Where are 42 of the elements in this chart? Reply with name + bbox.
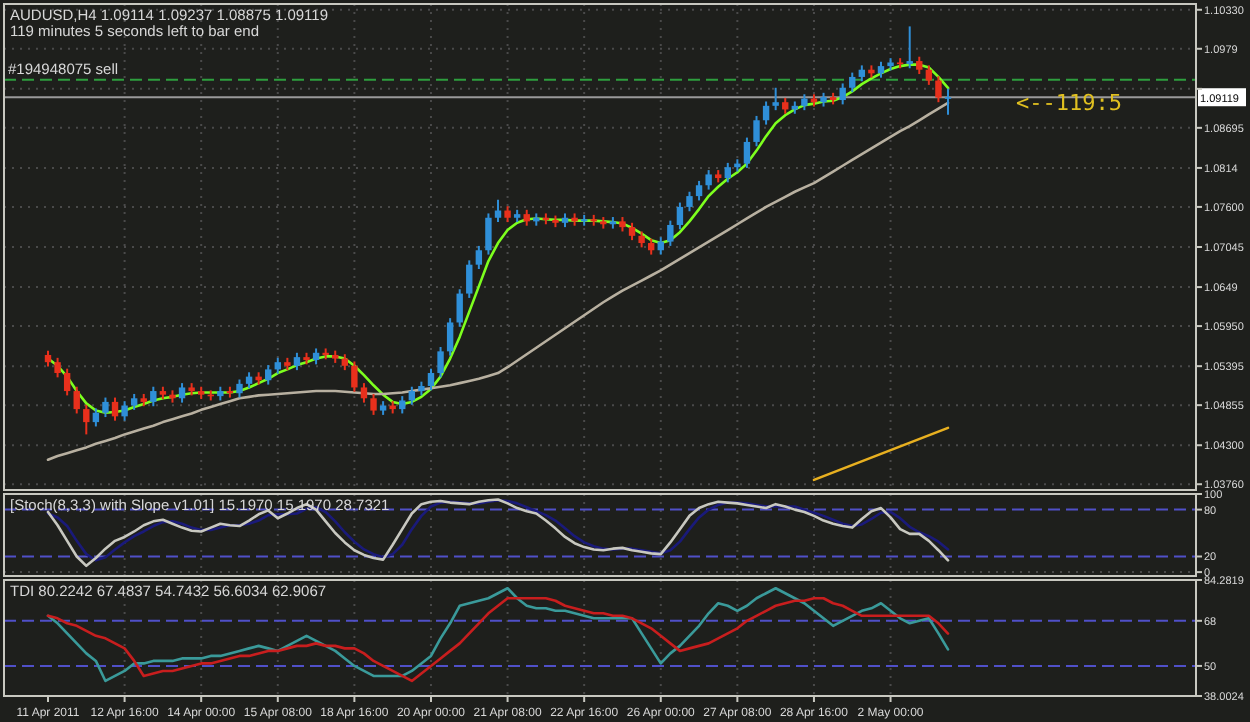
candlestick [667,219,674,247]
candlestick [762,100,770,126]
candlestick [370,392,377,416]
candlestick [408,385,416,406]
line-series [46,101,950,461]
candlestick [944,87,952,116]
candlestick [724,161,731,184]
candlestick [178,382,186,404]
candlestick [427,367,435,392]
candlestick [743,136,751,169]
candlestick [236,378,243,399]
candlestick [83,403,90,436]
candlestick [839,82,846,106]
candlestick [686,190,693,213]
candlestick [456,288,463,328]
candlestick [849,71,856,94]
candlestick [676,201,684,231]
candlestick [73,385,80,415]
candlestick [753,114,760,148]
candlestick [150,385,157,408]
candlestick [92,407,100,428]
candlestick [102,396,109,419]
candlestick [437,346,444,379]
candlestick [475,244,483,271]
candlestick [494,198,502,224]
candlestick [360,382,368,404]
candlestick [446,317,454,357]
candlestick [111,396,119,422]
candlestick [705,169,712,191]
candlestick [935,75,942,104]
candlestick [63,367,71,397]
candlestick [772,86,779,112]
candlestick [925,64,933,86]
candlestick [265,364,272,386]
candlestick [695,179,703,202]
annotation: <--119:5 [1016,90,1122,117]
candlestick [121,400,128,422]
candlestick [351,360,358,393]
candlestick [54,356,61,379]
candlestick [466,259,473,299]
candlestick [906,25,913,70]
candlestick [485,212,492,256]
